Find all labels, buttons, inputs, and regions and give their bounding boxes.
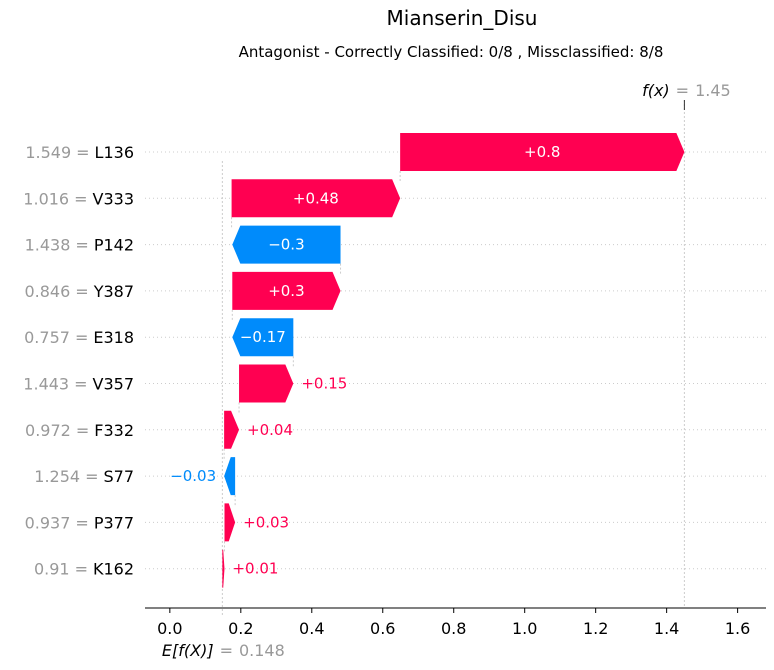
x-tick-label: 1.6 bbox=[725, 619, 750, 638]
bar-f332 bbox=[224, 410, 240, 449]
feature-name: P377 bbox=[94, 513, 134, 532]
feature-label: 1.443 = V357 bbox=[23, 375, 134, 394]
output-value-annotation: f(x) = 1.45 bbox=[642, 81, 731, 100]
equals-sign: = bbox=[75, 236, 88, 255]
feature-label: 0.972 = F332 bbox=[25, 421, 134, 440]
equals-sign: = bbox=[75, 560, 88, 579]
feature-label: 1.549 = L136 bbox=[25, 143, 134, 162]
equals-sign: = bbox=[75, 328, 88, 347]
x-tick-label: 0.4 bbox=[299, 619, 324, 638]
feature-value: 0.972 bbox=[25, 421, 71, 440]
equals-sign: = bbox=[74, 189, 87, 208]
feature-value: 0.846 bbox=[24, 282, 70, 301]
base-value-number: 0.148 bbox=[239, 641, 285, 660]
feature-value: 0.937 bbox=[25, 513, 71, 532]
annotations: E[f(X)] = 0.148 f(x) = 1.45 bbox=[162, 81, 731, 660]
x-tick-label: 1.0 bbox=[512, 619, 537, 638]
bar-e318 bbox=[232, 318, 294, 357]
bar-l136 bbox=[400, 133, 685, 171]
feature-value: 1.549 bbox=[25, 143, 71, 162]
x-tick-label: 1.4 bbox=[654, 619, 679, 638]
feature-label: 0.937 = P377 bbox=[25, 513, 134, 532]
bar-y387 bbox=[232, 271, 341, 310]
feature-name: L136 bbox=[95, 143, 134, 162]
bar-value-label: +0.15 bbox=[301, 375, 347, 393]
equals-sign: = bbox=[74, 375, 87, 394]
bar-value-label: +0.3 bbox=[268, 282, 304, 300]
equals-sign: = bbox=[76, 143, 89, 162]
base-value-annotation: E[f(X)] = 0.148 bbox=[162, 641, 285, 660]
x-tick-label: 0.8 bbox=[441, 619, 466, 638]
feature-value: 1.016 bbox=[23, 189, 69, 208]
reference-lines bbox=[221, 100, 685, 616]
feature-name: V357 bbox=[93, 375, 134, 394]
x-axis: 0.0 0.2 0.4 0.6 0.8 1.0 1.2 1.4 1.6 bbox=[145, 607, 766, 638]
equals-sign: = bbox=[75, 282, 88, 301]
x-tick-label: 1.2 bbox=[583, 619, 608, 638]
x-tick-label: 0.6 bbox=[370, 619, 395, 638]
chart-subtitle: Antagonist - Correctly Classified: 0/8 ,… bbox=[239, 43, 664, 61]
feature-label: 1.438 = P142 bbox=[25, 236, 134, 255]
output-value-symbol: f(x) bbox=[642, 81, 670, 100]
feature-name: Y387 bbox=[93, 282, 134, 301]
bar-v333 bbox=[231, 179, 401, 218]
chart-title: Mianserin_Disu bbox=[387, 6, 538, 30]
x-tick-label: 0.2 bbox=[228, 619, 253, 638]
bars: +0.8 +0.48 −0.3 +0.3 −0.17 +0.15 +0.04 −0.03 +0.… bbox=[170, 133, 685, 588]
bar-p377 bbox=[224, 503, 236, 542]
bar-value-label: +0.04 bbox=[247, 421, 293, 439]
bar-v357 bbox=[239, 364, 294, 403]
equals-sign: = bbox=[76, 421, 89, 440]
feature-name: F332 bbox=[94, 421, 134, 440]
bar-value-label: −0.17 bbox=[240, 328, 286, 346]
bar-value-label: +0.03 bbox=[243, 513, 289, 531]
feature-label: 0.757 = E318 bbox=[24, 328, 134, 347]
feature-value: 1.254 bbox=[34, 467, 80, 486]
feature-name: V333 bbox=[93, 189, 134, 208]
bar-value-label: +0.48 bbox=[293, 189, 339, 207]
feature-label: 0.846 = Y387 bbox=[24, 282, 134, 301]
equals-sign: = bbox=[75, 513, 88, 532]
equals-sign: = bbox=[220, 641, 233, 660]
bar-s77 bbox=[224, 457, 236, 496]
bar-k162 bbox=[222, 549, 225, 588]
bar-p142 bbox=[232, 225, 341, 264]
bar-value-label: −0.3 bbox=[268, 236, 304, 254]
equals-sign: = bbox=[676, 81, 689, 100]
x-tick-label: 0.0 bbox=[157, 619, 182, 638]
feature-value: 1.438 bbox=[25, 236, 71, 255]
bar-value-label: +0.8 bbox=[524, 143, 560, 161]
bar-value-label: −0.03 bbox=[170, 467, 216, 485]
base-value-symbol: E[f(X)] bbox=[162, 641, 214, 660]
bar-value-label: +0.01 bbox=[232, 560, 278, 578]
feature-value: 0.757 bbox=[24, 328, 70, 347]
feature-name: K162 bbox=[93, 560, 134, 579]
feature-name: P142 bbox=[94, 236, 134, 255]
feature-label: 1.016 = V333 bbox=[23, 189, 134, 208]
feature-name: E318 bbox=[93, 328, 134, 347]
feature-label: 0.91 = K162 bbox=[34, 560, 134, 579]
output-value-number: 1.45 bbox=[695, 81, 731, 100]
feature-name: S77 bbox=[103, 467, 134, 486]
feature-value: 0.91 bbox=[34, 560, 70, 579]
equals-sign: = bbox=[85, 467, 98, 486]
feature-label: 1.254 = S77 bbox=[34, 467, 134, 486]
feature-value: 1.443 bbox=[23, 375, 69, 394]
